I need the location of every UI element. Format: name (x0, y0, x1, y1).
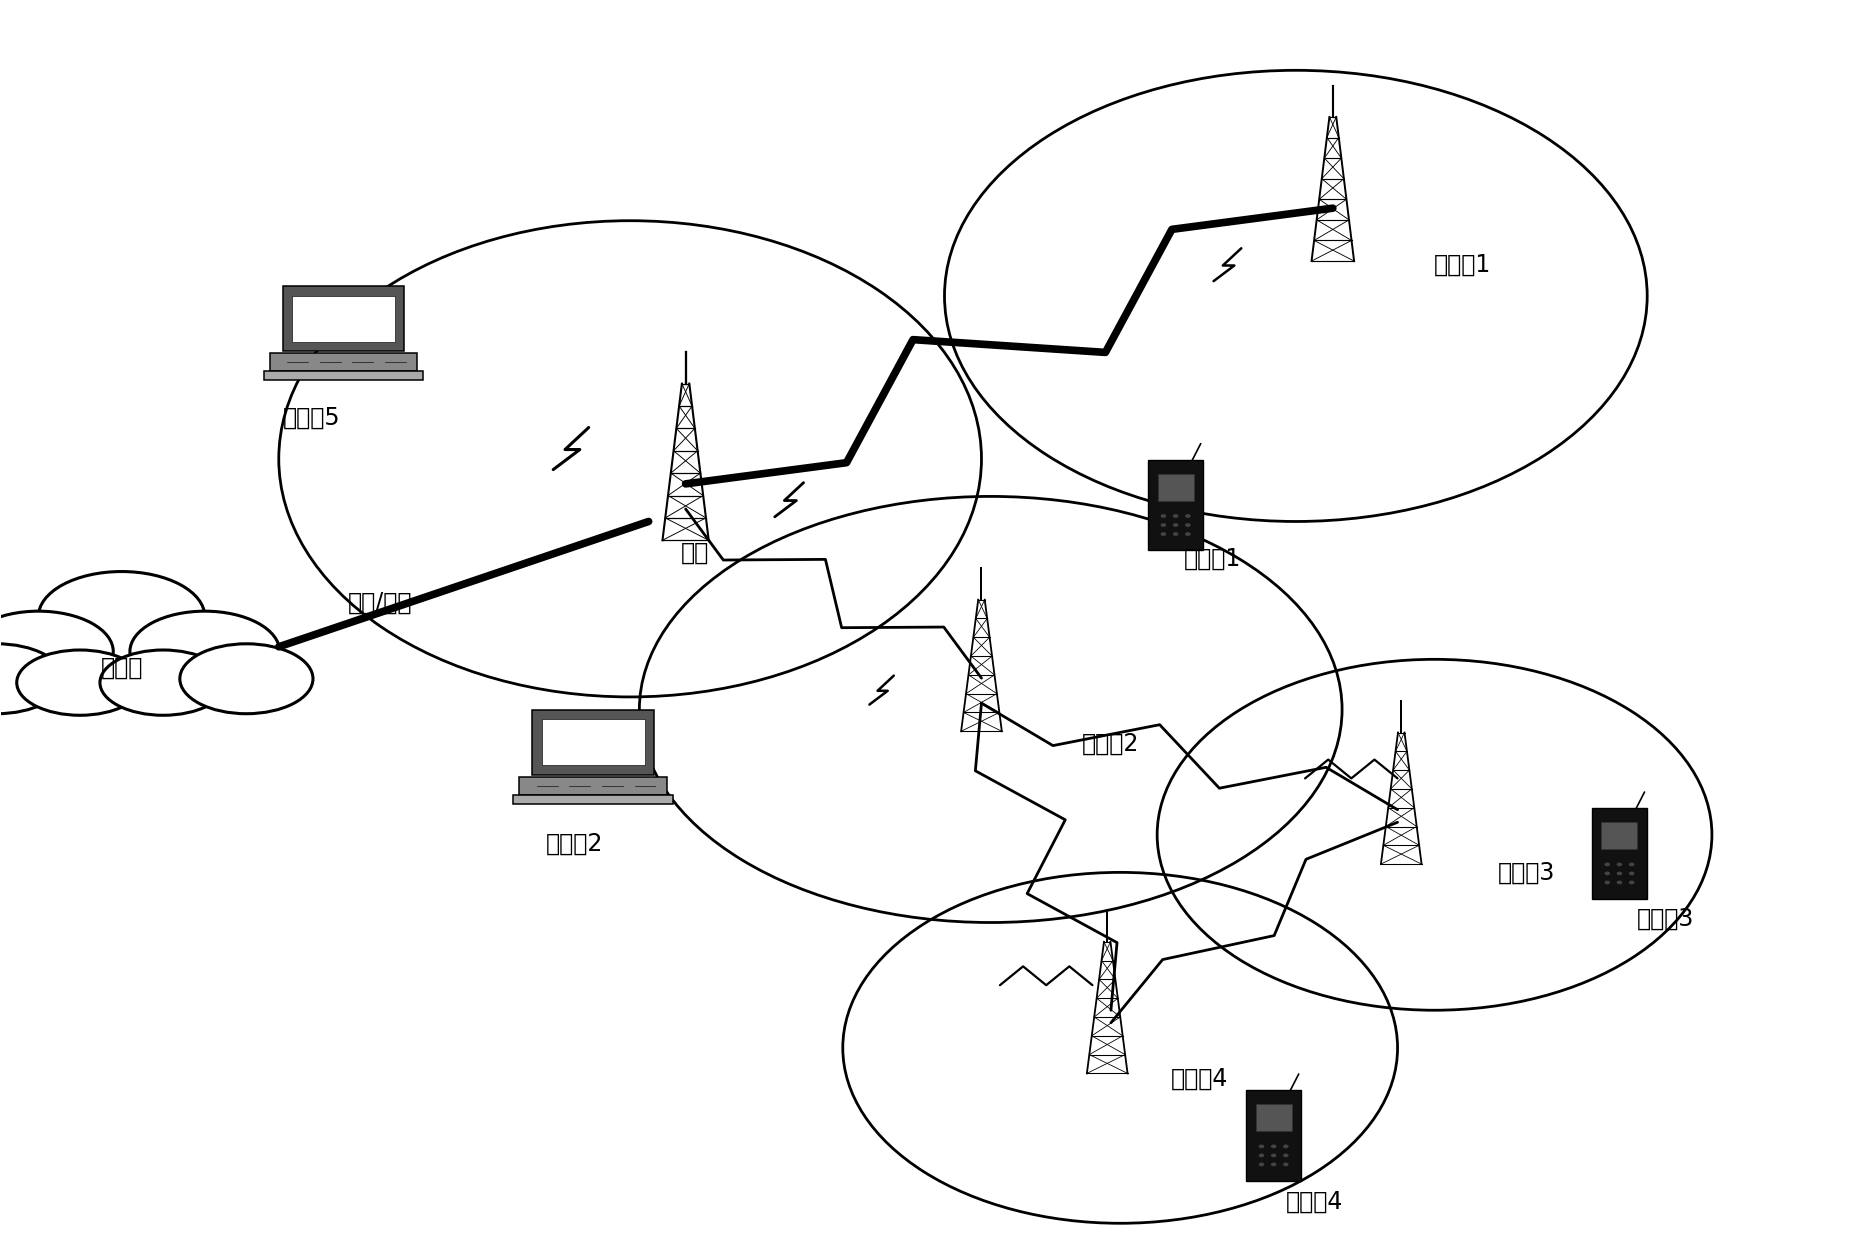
Bar (1591, 809, 1646, 899)
Bar (1256, 1104, 1291, 1132)
Circle shape (1259, 1144, 1265, 1148)
Circle shape (1172, 533, 1178, 536)
FancyBboxPatch shape (533, 710, 654, 775)
Ellipse shape (39, 571, 206, 662)
Text: 中继站4: 中继站4 (1170, 1068, 1228, 1091)
Circle shape (1604, 880, 1609, 884)
Text: 中继站2: 中继站2 (1082, 731, 1139, 755)
Ellipse shape (17, 651, 143, 715)
Bar (270, 353, 417, 371)
Circle shape (1617, 880, 1622, 884)
Circle shape (1630, 872, 1635, 875)
Ellipse shape (0, 612, 113, 692)
Circle shape (1172, 524, 1178, 528)
Circle shape (1185, 524, 1191, 528)
Bar (263, 371, 424, 381)
Ellipse shape (130, 612, 280, 692)
Circle shape (1617, 863, 1622, 867)
Circle shape (1172, 514, 1178, 517)
Text: 中继站3: 中继站3 (1498, 860, 1556, 884)
Bar (1158, 474, 1195, 501)
Circle shape (1270, 1144, 1276, 1148)
Bar (543, 720, 644, 765)
Ellipse shape (0, 644, 63, 713)
Bar (293, 295, 394, 342)
Text: 光缆/电缆: 光缆/电缆 (348, 590, 413, 615)
Circle shape (1185, 514, 1191, 517)
Circle shape (1604, 872, 1609, 875)
Circle shape (1161, 524, 1167, 528)
Text: 移动台2: 移动台2 (546, 831, 604, 855)
Bar (1602, 821, 1637, 849)
Text: 核心网: 核心网 (100, 656, 143, 679)
Bar (519, 776, 667, 795)
Bar (1148, 460, 1204, 550)
Text: 移动台4: 移动台4 (1285, 1189, 1343, 1215)
Text: 移动台1: 移动台1 (1183, 548, 1241, 571)
Text: 移动台3: 移动台3 (1637, 907, 1695, 931)
Bar (1246, 1090, 1302, 1181)
Circle shape (1259, 1163, 1265, 1167)
Circle shape (1604, 863, 1609, 867)
Ellipse shape (100, 651, 226, 715)
Text: 基站: 基站 (682, 541, 709, 565)
Circle shape (1185, 533, 1191, 536)
Circle shape (1630, 863, 1635, 867)
Circle shape (1270, 1163, 1276, 1167)
Circle shape (1259, 1153, 1265, 1157)
Circle shape (1161, 514, 1167, 517)
Circle shape (1161, 533, 1167, 536)
Text: 移动台5: 移动台5 (283, 406, 341, 430)
Circle shape (1630, 880, 1635, 884)
Circle shape (1283, 1163, 1289, 1167)
Circle shape (1283, 1144, 1289, 1148)
Circle shape (1270, 1153, 1276, 1157)
FancyBboxPatch shape (283, 286, 404, 352)
Bar (513, 795, 672, 804)
Ellipse shape (180, 644, 313, 713)
Circle shape (1617, 872, 1622, 875)
Text: 中继站1: 中继站1 (1433, 252, 1491, 276)
Circle shape (1283, 1153, 1289, 1157)
